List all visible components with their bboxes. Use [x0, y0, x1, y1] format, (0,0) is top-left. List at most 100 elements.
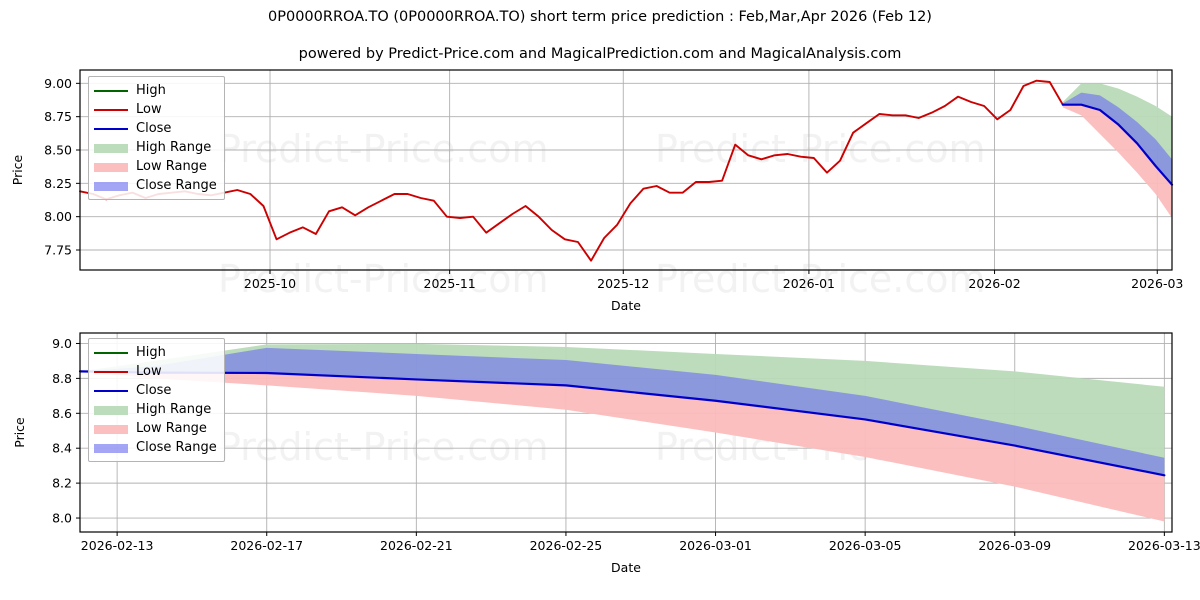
legend-label: Close: [136, 121, 172, 136]
legend-item: Low: [94, 100, 217, 119]
legend-label: Close: [136, 383, 172, 398]
legend-label: Low: [136, 364, 162, 379]
legend-marker: [94, 370, 128, 373]
legend-label: Close Range: [136, 440, 217, 455]
watermark-group: Predict-Price.com Predict-Price.com Predic…: [218, 127, 986, 301]
x-axis-title: Date: [611, 298, 641, 313]
x-tick-label: 2025-11: [424, 276, 476, 291]
legend-label: High Range: [136, 140, 212, 155]
y-tick-label: 8.75: [44, 109, 72, 124]
legend-swatch-low-range-icon: [94, 423, 128, 435]
legend-swatch-high-range-icon: [94, 404, 128, 416]
legend-label: High: [136, 345, 166, 360]
y-tick-label: 8.8: [52, 371, 72, 386]
y-tick-label: 8.4: [52, 441, 72, 456]
y-tick-label: 8.0: [52, 511, 72, 526]
legend-swatch-low-range-icon: [94, 161, 128, 173]
legend-swatch-close-icon: [94, 123, 128, 135]
legend-marker: [94, 181, 128, 191]
overview-chart-panel: Predict-Price.com Predict-Price.com Predic…: [0, 60, 1200, 320]
watermark-text: Predict-Price.com: [655, 257, 986, 301]
y-tick-label: 8.6: [52, 406, 72, 421]
legend-marker: [94, 443, 128, 453]
legend-label: Low Range: [136, 159, 207, 174]
y-tick-label: 8.00: [44, 209, 72, 224]
legend-marker: [94, 89, 128, 92]
legend-label: Low: [136, 102, 162, 117]
x-tick-label: 2026-02: [968, 276, 1020, 291]
detail-plot: Predict-Price.comPredict-Price.com8.08.2…: [12, 332, 1200, 575]
legend-swatch-low-icon: [94, 366, 128, 378]
series-line-close: [1061, 103, 1174, 186]
legend-item: High Range: [94, 138, 217, 157]
legend-label: High: [136, 83, 166, 98]
page-title: 0P0000RROA.TO (0P0000RROA.TO) short term…: [268, 9, 932, 25]
legend-item: Close: [94, 119, 217, 138]
legend-swatch-close-range-icon: [94, 442, 128, 454]
x-tick-label: 2026-01: [783, 276, 835, 291]
legend-item: High Range: [94, 400, 217, 419]
legend-swatch-close-range-icon: [94, 180, 128, 192]
band-close-range: [1062, 92, 1172, 185]
overview-plot: Predict-Price.com Predict-Price.com Predic…: [10, 69, 1183, 313]
x-tick-label: 2026-02-21: [380, 538, 453, 553]
detail-legend: High Low Close High Range Low Range Close Ran…: [88, 338, 225, 462]
x-tick-label: 2026-03-05: [829, 538, 902, 553]
page-subtitle: powered by Predict-Price.com and Magical…: [298, 46, 902, 62]
plot-background: [80, 70, 1172, 270]
y-tick-label: 8.2: [52, 476, 72, 491]
watermark-text: Predict-Price.com: [218, 257, 549, 301]
band-close-range: [80, 347, 1165, 476]
x-tick-label: 2026-03-09: [978, 538, 1051, 553]
band-high-range: [80, 343, 1165, 476]
x-axis-title: Date: [611, 560, 641, 575]
legend-item: Low Range: [94, 419, 217, 438]
x-tick-label: 2026-03-01: [679, 538, 752, 553]
legend-label: High Range: [136, 402, 212, 417]
legend-marker: [94, 127, 128, 130]
x-tick-label: 2025-10: [244, 276, 296, 291]
legend-swatch-low-icon: [94, 104, 128, 116]
plot-frame: [79, 69, 1173, 271]
legend-item: High: [94, 343, 217, 362]
legend-swatch-high-icon: [94, 347, 128, 359]
legend-swatch-high-range-icon: [94, 142, 128, 154]
legend-label: Close Range: [136, 178, 217, 193]
legend-marker: [94, 424, 128, 434]
series-line-low: [79, 79, 1064, 262]
legend-item: Close: [94, 381, 217, 400]
y-tick-label: 8.25: [44, 176, 72, 191]
legend-item: High: [94, 81, 217, 100]
legend-item: Close Range: [94, 438, 217, 457]
watermark-text: Predict-Price.com: [218, 425, 549, 469]
x-tick-label: 2026-02-25: [530, 538, 603, 553]
watermark-text: Predict-Price.com: [655, 127, 986, 171]
plot-frame: [79, 332, 1173, 533]
y-axis-title: Price: [10, 154, 25, 185]
y-tick-label: 9.00: [44, 76, 72, 91]
overview-legend: High Low Close High Range Low Range Close Ran…: [88, 76, 225, 200]
band-low-range: [1062, 104, 1172, 218]
y-axis-title: Price: [12, 417, 27, 448]
detail-chart-panel: Predict-Price.comPredict-Price.com8.08.2…: [0, 320, 1200, 600]
watermark-text: Predict-Price.com: [218, 127, 549, 171]
legend-label: Low Range: [136, 421, 207, 436]
legend-swatch-high-icon: [94, 85, 128, 97]
y-tick-label: 7.75: [44, 243, 72, 258]
y-tick-label: 8.50: [44, 143, 72, 158]
legend-marker: [94, 162, 128, 172]
legend-marker: [94, 351, 128, 354]
x-tick-label: 2025-12: [597, 276, 649, 291]
x-tick-label: 2026-02-17: [230, 538, 303, 553]
legend-marker: [94, 143, 128, 153]
band-high-range: [1062, 83, 1172, 185]
y-tick-label: 9.0: [52, 336, 72, 351]
legend-swatch-close-icon: [94, 385, 128, 397]
legend-item: Close Range: [94, 176, 217, 195]
legend-item: Low: [94, 362, 217, 381]
legend-marker: [94, 108, 128, 111]
x-tick-label: 2026-03: [1131, 276, 1183, 291]
x-tick-label: 2026-03-13: [1128, 538, 1200, 553]
legend-marker: [94, 389, 128, 392]
